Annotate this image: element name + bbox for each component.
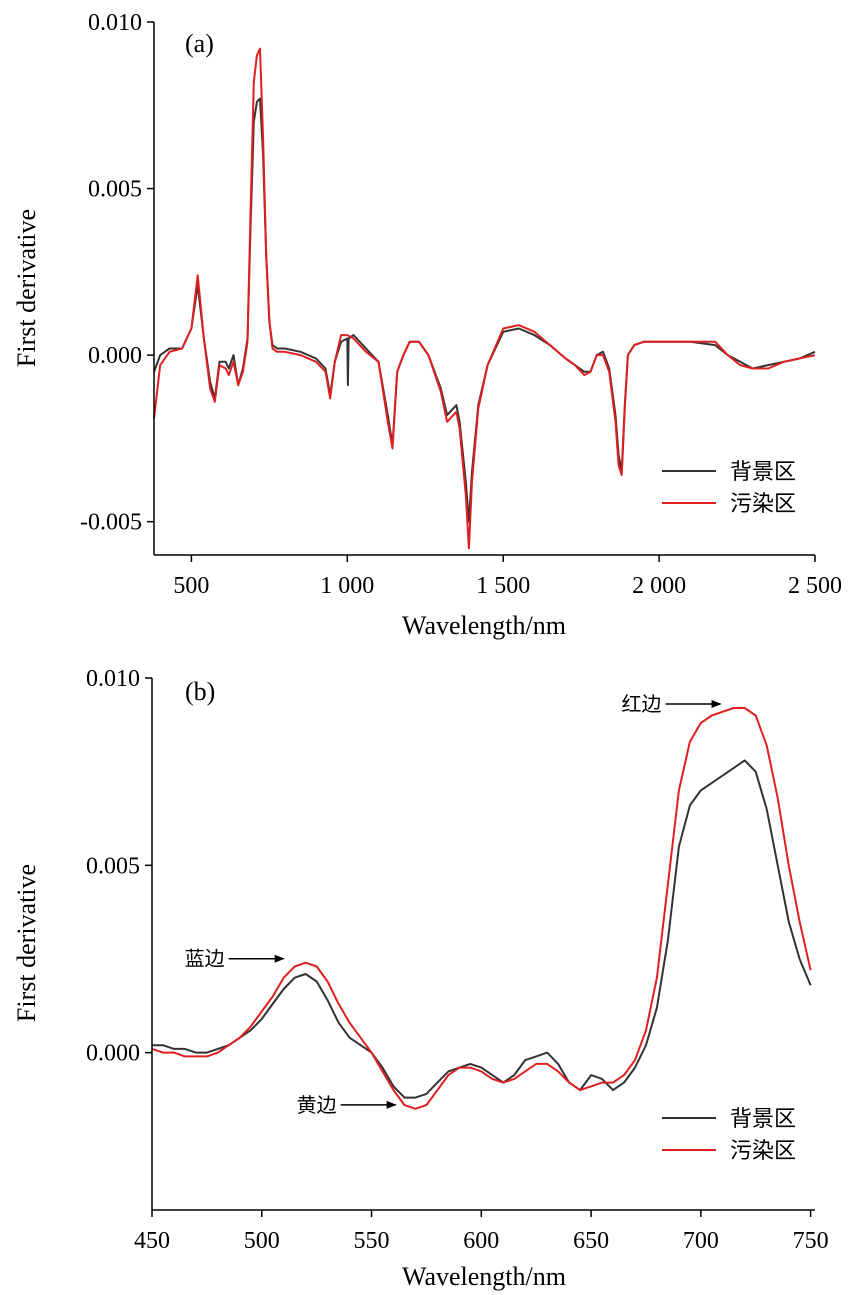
panel-a-legend: 背景区 污染区 [662, 460, 796, 517]
panel-b-ytick-label-2: 0.010 [86, 666, 140, 692]
panel-b-annotation-label-1: 黄边 [297, 1093, 337, 1117]
panel-b-xtick-label-5: 700 [683, 1228, 719, 1254]
panel-a-ytick-label-0: -0.005 [80, 510, 142, 536]
panel-a-xtick-label-1: 1 000 [320, 573, 374, 599]
panel-a-label: (a) [185, 29, 214, 58]
panel-a-series [153, 47, 816, 550]
chart-panel-b: 450 500 550 600 650 700 750 0.000 0.005 0.010 蓝边黄… [12, 666, 829, 1291]
panel-b-series-0-line [152, 759, 812, 1099]
panel-a-series-0-line [153, 97, 816, 523]
panel-b-xlabel: Wavelength/nm [402, 1262, 566, 1291]
panel-b-ylabel: First derivative [12, 864, 41, 1022]
panel-b-xtick-label-0: 450 [134, 1228, 170, 1254]
panel-b-xtick-label-2: 550 [354, 1228, 390, 1254]
panel-b-xtick-label-3: 600 [463, 1228, 499, 1254]
panel-a-ytick-label-3: 0.010 [88, 10, 142, 36]
panel-a-xlabel: Wavelength/nm [402, 611, 566, 640]
panel-b-xtick-label-1: 500 [244, 1228, 280, 1254]
panel-b-annotation-label-2: 红边 [622, 692, 662, 716]
panel-a-ytick-label-1: 0.000 [88, 343, 142, 369]
panel-b-label: (b) [185, 677, 215, 706]
panel-b-annotation-label-0: 蓝边 [185, 947, 225, 971]
panel-a-axes: 500 1 000 1 500 2 000 2 500 -0.005 0.000 0.005 0… [80, 10, 842, 599]
panel-a-legend-label-0: 背景区 [730, 460, 796, 485]
panel-a-xtick-label-0: 500 [173, 573, 209, 599]
panel-a-legend-label-1: 污染区 [730, 492, 796, 517]
panel-a-ytick-label-2: 0.005 [88, 177, 142, 203]
panel-b-xtick-label-4: 650 [573, 1228, 609, 1254]
panel-b-series [151, 707, 812, 1110]
panel-b-legend: 背景区 污染区 [662, 1107, 796, 1164]
panel-b-series-1-line [151, 707, 812, 1110]
panel-a-ylabel: First derivative [12, 209, 41, 367]
panel-b-legend-label-1: 污染区 [730, 1139, 796, 1164]
panel-b-axes: 450 500 550 600 650 700 750 0.000 0.005 0.010 [86, 666, 829, 1254]
chart-panel-a: 500 1 000 1 500 2 000 2 500 -0.005 0.000 0.005 0… [12, 10, 842, 640]
panel-b-ytick-label-0: 0.000 [86, 1041, 140, 1067]
panel-a-series-1-line [153, 47, 816, 550]
panel-b-ytick-label-1: 0.005 [86, 853, 140, 879]
panel-a-xtick-label-3: 2 000 [632, 573, 686, 599]
panel-a-xtick-label-4: 2 500 [788, 573, 842, 599]
panel-a-xtick-label-2: 1 500 [476, 573, 530, 599]
panel-b-legend-label-0: 背景区 [730, 1107, 796, 1132]
panel-b-xtick-label-6: 750 [793, 1228, 829, 1254]
